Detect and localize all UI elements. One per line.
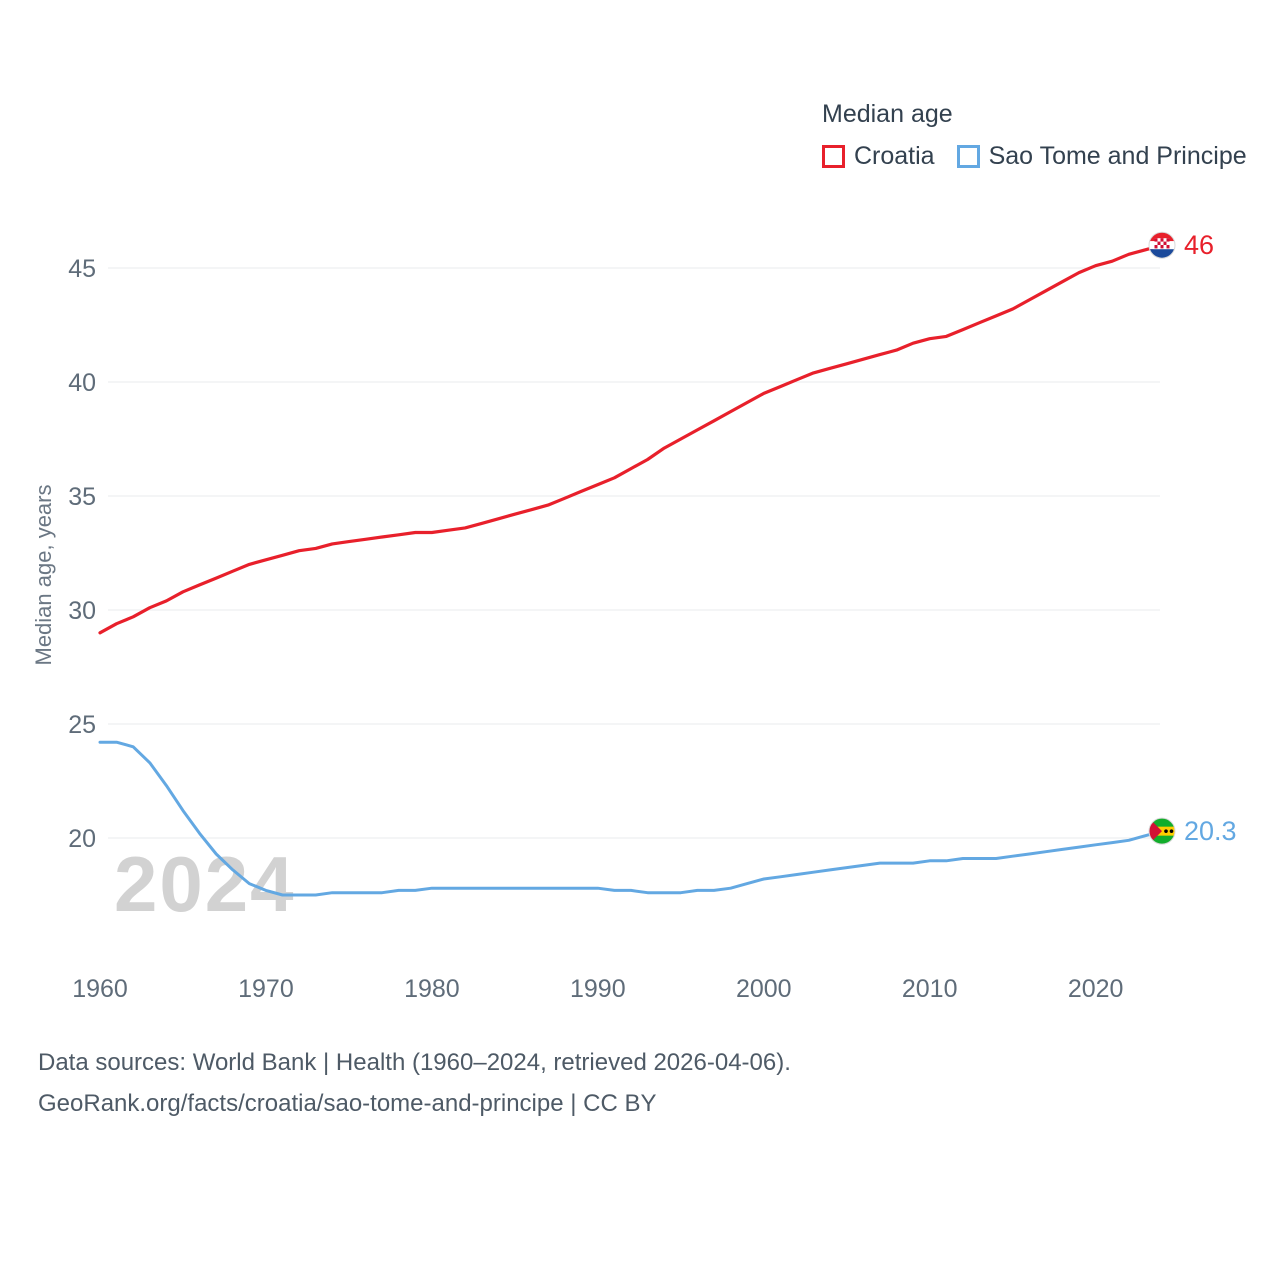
- legend-title: Median age: [822, 100, 953, 128]
- footer: Data sources: World Bank | Health (1960–…: [38, 1042, 791, 1124]
- series-line-sao-tome-and-principe: [98, 740, 1164, 897]
- watermark-year: 2024: [114, 840, 296, 928]
- y-tick-label: 35: [68, 483, 96, 511]
- legend-item-sao-tome-and-principe[interactable]: Sao Tome and Principe: [956, 142, 1247, 171]
- x-tick-label: 2020: [1068, 975, 1124, 1003]
- y-tick-label: 40: [68, 369, 96, 397]
- x-tick-label: 1980: [404, 975, 460, 1003]
- x-tick-label: 2000: [736, 975, 792, 1003]
- x-tick-label: 1970: [238, 975, 294, 1003]
- sao-tome-end-value-label: 20.3: [1184, 816, 1237, 846]
- x-tick-label: 1990: [570, 975, 626, 1003]
- y-tick-label: 25: [68, 711, 96, 739]
- y-tick-label: 30: [68, 597, 96, 625]
- series-line-croatia: [98, 243, 1164, 635]
- y-tick-label: 20: [68, 825, 96, 853]
- croatia-flag-icon: [1148, 231, 1176, 259]
- y-tick-label: 45: [68, 255, 96, 283]
- legend-item-label: Sao Tome and Principe: [988, 142, 1247, 170]
- legend-item-label: Croatia: [854, 142, 935, 170]
- x-tick-label: 1960: [72, 975, 128, 1003]
- legend-item-croatia[interactable]: Croatia: [822, 142, 935, 171]
- data-sources-text: Data sources: World Bank | Health (1960–…: [38, 1049, 791, 1076]
- plot-area: 20 25 30 35 40 45 1960 1970 1980 1990 2000 2010 2020: [68, 243, 1164, 1003]
- sao-tome-and-principe-flag-icon: [1148, 817, 1176, 845]
- croatia-series-swatch-icon: [822, 145, 845, 168]
- legend-items: Croatia Sao Tome and Principe: [822, 142, 1247, 171]
- x-tick-label: 2010: [902, 975, 958, 1003]
- sao-tome-series-swatch-icon: [956, 145, 980, 168]
- attribution-text: GeoRank.org/facts/croatia/sao-tome-and-p…: [38, 1090, 657, 1117]
- croatia-end-value-label: 46: [1184, 230, 1214, 260]
- legend: Median age Croatia Sao Tome and Principe: [822, 100, 1247, 171]
